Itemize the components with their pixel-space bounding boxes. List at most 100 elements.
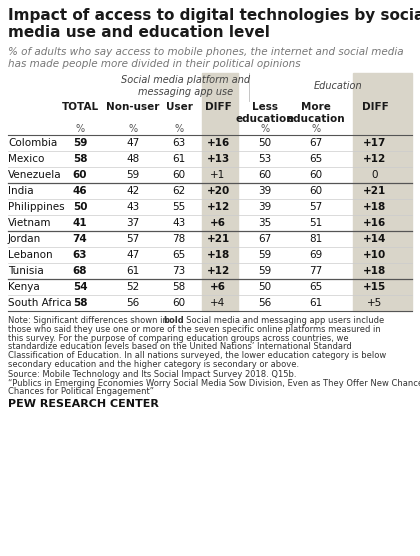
Text: 58: 58: [73, 298, 87, 308]
Text: +6: +6: [210, 218, 226, 228]
Text: 43: 43: [126, 202, 139, 212]
Text: 81: 81: [310, 234, 323, 244]
Text: 43: 43: [172, 218, 186, 228]
Text: 56: 56: [126, 298, 139, 308]
Text: 63: 63: [73, 250, 87, 260]
Text: 65: 65: [310, 154, 323, 164]
Text: 56: 56: [258, 298, 272, 308]
Text: those who said they use one or more of the seven specific online platforms measu: those who said they use one or more of t…: [8, 325, 381, 334]
Text: Less
education: Less education: [236, 102, 294, 123]
Text: Source: Mobile Technology and Its Social Impact Survey 2018. Q15b.: Source: Mobile Technology and Its Social…: [8, 370, 297, 379]
Text: 50: 50: [73, 202, 87, 212]
Text: 39: 39: [258, 202, 272, 212]
Text: Impact of access to digital technologies by social: Impact of access to digital technologies…: [8, 8, 420, 23]
Text: 77: 77: [310, 266, 323, 276]
Text: 74: 74: [73, 234, 87, 244]
Text: Classification of Education. In all nations surveyed, the lower education catego: Classification of Education. In all nati…: [8, 351, 386, 360]
Text: +1: +1: [210, 170, 226, 180]
Text: +18: +18: [363, 202, 387, 212]
Text: Note: Significant differences shown in: Note: Significant differences shown in: [8, 316, 171, 325]
Text: 60: 60: [310, 186, 323, 196]
Text: %: %: [260, 124, 270, 134]
Text: Venezuela: Venezuela: [8, 170, 62, 180]
Text: 57: 57: [310, 202, 323, 212]
Text: 61: 61: [126, 266, 139, 276]
Text: +20: +20: [206, 186, 230, 196]
Text: 57: 57: [126, 234, 139, 244]
Bar: [202, 73, 238, 311]
Text: DIFF: DIFF: [205, 102, 231, 112]
Text: 42: 42: [126, 186, 139, 196]
Text: Jordan: Jordan: [8, 234, 41, 244]
Text: 59: 59: [73, 138, 87, 148]
Text: +17: +17: [363, 138, 387, 148]
Text: 53: 53: [258, 154, 272, 164]
Text: 50: 50: [258, 138, 272, 148]
Text: 37: 37: [126, 218, 139, 228]
Text: 61: 61: [172, 154, 186, 164]
Text: secondary education and the higher category is secondary or above.: secondary education and the higher categ…: [8, 360, 299, 369]
Text: bold: bold: [163, 316, 184, 325]
Text: +13: +13: [206, 154, 230, 164]
Text: +5: +5: [368, 298, 383, 308]
Text: 67: 67: [310, 138, 323, 148]
Text: 58: 58: [73, 154, 87, 164]
Text: 67: 67: [258, 234, 272, 244]
Text: 59: 59: [126, 170, 139, 180]
Text: +15: +15: [363, 282, 387, 292]
Text: Lebanon: Lebanon: [8, 250, 52, 260]
Text: 59: 59: [258, 250, 272, 260]
Text: 51: 51: [310, 218, 323, 228]
Text: 50: 50: [258, 282, 272, 292]
Text: standardize education levels based on the United Nations’ International Standard: standardize education levels based on th…: [8, 342, 352, 351]
Text: %: %: [129, 124, 138, 134]
Text: Philippines: Philippines: [8, 202, 65, 212]
Text: 60: 60: [173, 170, 186, 180]
Text: +21: +21: [363, 186, 387, 196]
Text: . Social media and messaging app users include: . Social media and messaging app users i…: [181, 316, 384, 325]
Text: Mexico: Mexico: [8, 154, 45, 164]
Text: this survey. For the purpose of comparing education groups across countries, we: this survey. For the purpose of comparin…: [8, 334, 349, 342]
Text: +18: +18: [206, 250, 230, 260]
Text: 47: 47: [126, 138, 139, 148]
Text: Education: Education: [314, 81, 363, 91]
Text: 68: 68: [73, 266, 87, 276]
Text: +18: +18: [363, 266, 387, 276]
Text: % of adults who say access to mobile phones, the internet and social media: % of adults who say access to mobile pho…: [8, 47, 404, 57]
Text: Tunisia: Tunisia: [8, 266, 44, 276]
Text: 52: 52: [126, 282, 139, 292]
Text: 46: 46: [73, 186, 87, 196]
Text: +16: +16: [206, 138, 230, 148]
Text: +14: +14: [363, 234, 387, 244]
Text: Colombia: Colombia: [8, 138, 57, 148]
Text: 41: 41: [73, 218, 87, 228]
Text: 58: 58: [172, 282, 186, 292]
Text: 47: 47: [126, 250, 139, 260]
Text: +16: +16: [363, 218, 387, 228]
Text: 65: 65: [310, 282, 323, 292]
Text: 55: 55: [172, 202, 186, 212]
Text: Kenya: Kenya: [8, 282, 40, 292]
Text: PEW RESEARCH CENTER: PEW RESEARCH CENTER: [8, 399, 159, 409]
Text: 39: 39: [258, 186, 272, 196]
Text: 63: 63: [172, 138, 186, 148]
Text: 62: 62: [172, 186, 186, 196]
Text: +4: +4: [210, 298, 226, 308]
Text: Chances for Political Engagement”: Chances for Political Engagement”: [8, 388, 154, 396]
Text: media use and education level: media use and education level: [8, 25, 270, 40]
Text: 59: 59: [258, 266, 272, 276]
Text: +21: +21: [206, 234, 230, 244]
Text: 73: 73: [172, 266, 186, 276]
Text: 61: 61: [310, 298, 323, 308]
Text: 60: 60: [73, 170, 87, 180]
Text: +12: +12: [363, 154, 387, 164]
Text: 0: 0: [372, 170, 378, 180]
Text: Vietnam: Vietnam: [8, 218, 52, 228]
Bar: [353, 73, 412, 311]
Text: User: User: [165, 102, 192, 112]
Text: 60: 60: [173, 298, 186, 308]
Text: “Publics in Emerging Economies Worry Social Media Sow Division, Even as They Off: “Publics in Emerging Economies Worry Soc…: [8, 379, 420, 388]
Text: +10: +10: [363, 250, 387, 260]
Text: India: India: [8, 186, 34, 196]
Text: Non-user: Non-user: [106, 102, 160, 112]
